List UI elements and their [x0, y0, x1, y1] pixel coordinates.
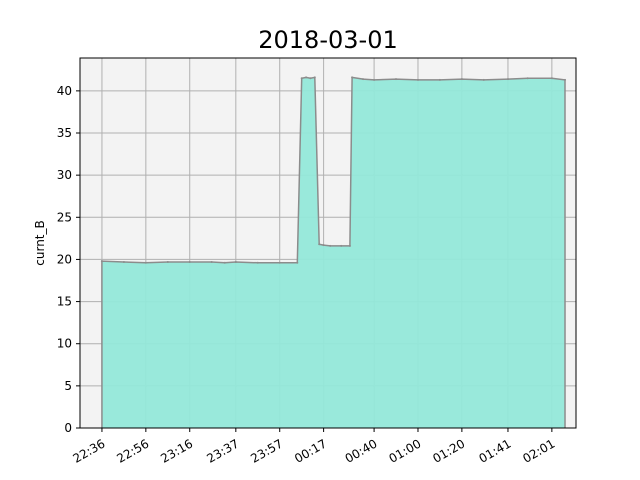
data-point	[482, 78, 485, 81]
plot-frame	[79, 57, 577, 429]
y-tick-label: 25	[57, 210, 72, 224]
data-point	[309, 77, 312, 80]
data-point	[340, 244, 343, 247]
data-point	[395, 78, 397, 81]
y-tick-label: 30	[57, 168, 72, 182]
data-point	[223, 261, 226, 264]
y-tick-label: 20	[57, 252, 72, 266]
data-point	[322, 244, 325, 247]
data-point	[278, 261, 281, 264]
area-fill	[101, 77, 566, 429]
x-axis: 22:36 22:56 23:16 23:37 23:57 00:17 00:40 01:00…	[70, 428, 557, 466]
data-point	[351, 76, 354, 79]
data-point	[188, 261, 191, 263]
y-axis: 0 5 10 15 20 25 30 35 40	[57, 84, 80, 435]
y-tick-label: 40	[57, 84, 72, 98]
data-point	[256, 261, 259, 264]
data-point	[348, 244, 351, 247]
x-tick-label: 22:36	[70, 436, 107, 465]
data-point	[234, 261, 237, 263]
data-point	[417, 78, 419, 81]
y-tick-label: 0	[64, 421, 72, 435]
x-tick-label: 00:17	[292, 436, 329, 465]
y-tick-label: 5	[64, 379, 72, 393]
data-point	[373, 78, 376, 81]
data-point	[122, 261, 125, 263]
data-point	[296, 261, 299, 264]
area-layer	[100, 76, 566, 429]
data-point	[210, 261, 213, 263]
x-tick-label: 01:41	[477, 436, 514, 465]
data-point	[305, 76, 308, 79]
y-tick-label: 35	[57, 126, 72, 140]
data-point	[166, 261, 169, 263]
y-axis-label: curnt_B	[33, 220, 47, 265]
data-point	[362, 78, 365, 81]
x-tick-label: 22:56	[114, 436, 151, 465]
x-tick-label: 23:37	[204, 436, 241, 465]
data-point	[300, 77, 303, 80]
data-point	[313, 76, 316, 79]
data-point	[438, 78, 441, 81]
data-point	[100, 260, 103, 263]
x-tick-label: 02:01	[520, 436, 557, 465]
chart-title: 2018-03-01	[258, 26, 397, 54]
x-tick-label: 23:57	[248, 436, 285, 465]
x-tick-label: 00:40	[343, 436, 380, 465]
area-line	[101, 76, 566, 429]
data-point	[507, 78, 509, 81]
x-tick-label: 01:20	[430, 436, 467, 465]
data-point	[564, 78, 566, 81]
data-point	[550, 77, 553, 80]
y-tick-label: 15	[57, 295, 72, 309]
data-point	[144, 261, 147, 264]
data-point	[526, 77, 529, 80]
x-tick-label: 23:16	[158, 436, 195, 465]
x-tick-label: 01:00	[387, 436, 424, 465]
data-point	[460, 78, 463, 81]
data-point	[318, 243, 321, 246]
y-tick-label: 10	[57, 337, 72, 351]
data-point	[329, 244, 332, 247]
